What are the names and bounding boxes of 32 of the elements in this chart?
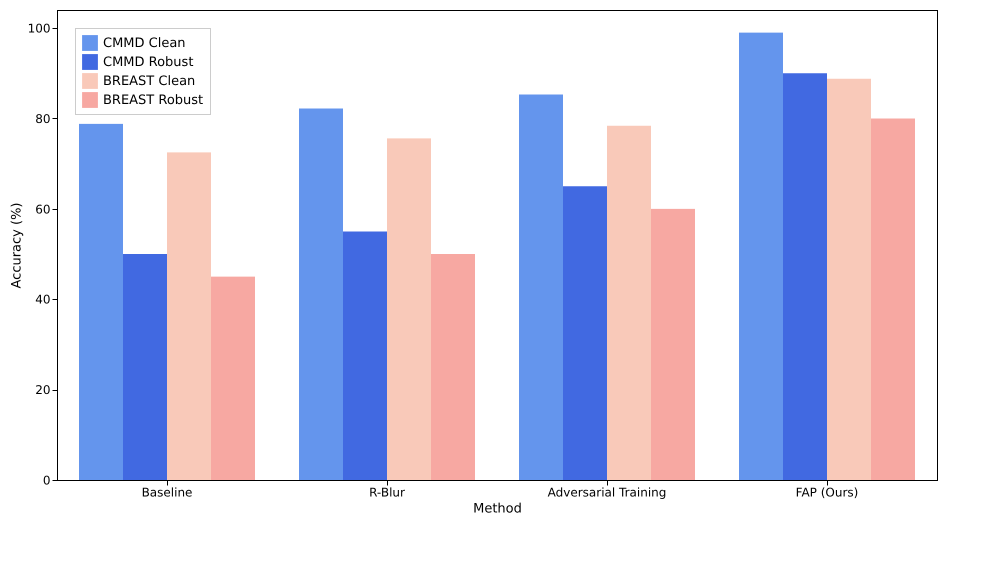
y-tick-label: 0 — [42, 474, 50, 488]
bar — [123, 254, 167, 480]
bar — [431, 254, 475, 480]
y-tick-label: 20 — [35, 383, 50, 398]
bar — [343, 231, 387, 480]
x-axis-title: Method — [473, 502, 522, 516]
bar — [651, 208, 695, 480]
y-tick-label: 40 — [35, 292, 50, 307]
bar — [167, 152, 211, 480]
x-tick-label: R-Blur — [369, 486, 405, 500]
x-tick-label: Baseline — [142, 486, 192, 500]
bar — [519, 94, 563, 480]
y-tick-label: 60 — [35, 202, 50, 216]
bar — [607, 126, 651, 480]
y-tick-label: 100 — [28, 22, 50, 36]
x-tick-label: FAP (Ours) — [796, 486, 858, 500]
bar — [387, 138, 431, 480]
bar — [563, 186, 607, 480]
bar — [783, 73, 827, 480]
y-axis-title: Accuracy (%) — [10, 202, 25, 288]
bar — [299, 108, 343, 480]
bar — [739, 32, 783, 480]
bar — [827, 78, 871, 480]
x-tick-label: Adversarial Training — [548, 486, 666, 500]
legend-label: CMMD Robust — [103, 55, 194, 70]
legend-label: BREAST Robust — [103, 93, 204, 108]
y-tick-label: 80 — [35, 112, 50, 126]
legend-label: BREAST Clean — [103, 74, 196, 89]
bar — [871, 118, 915, 480]
bar — [79, 124, 123, 480]
legend-label: CMMD Clean — [103, 36, 186, 51]
bar — [211, 276, 255, 480]
